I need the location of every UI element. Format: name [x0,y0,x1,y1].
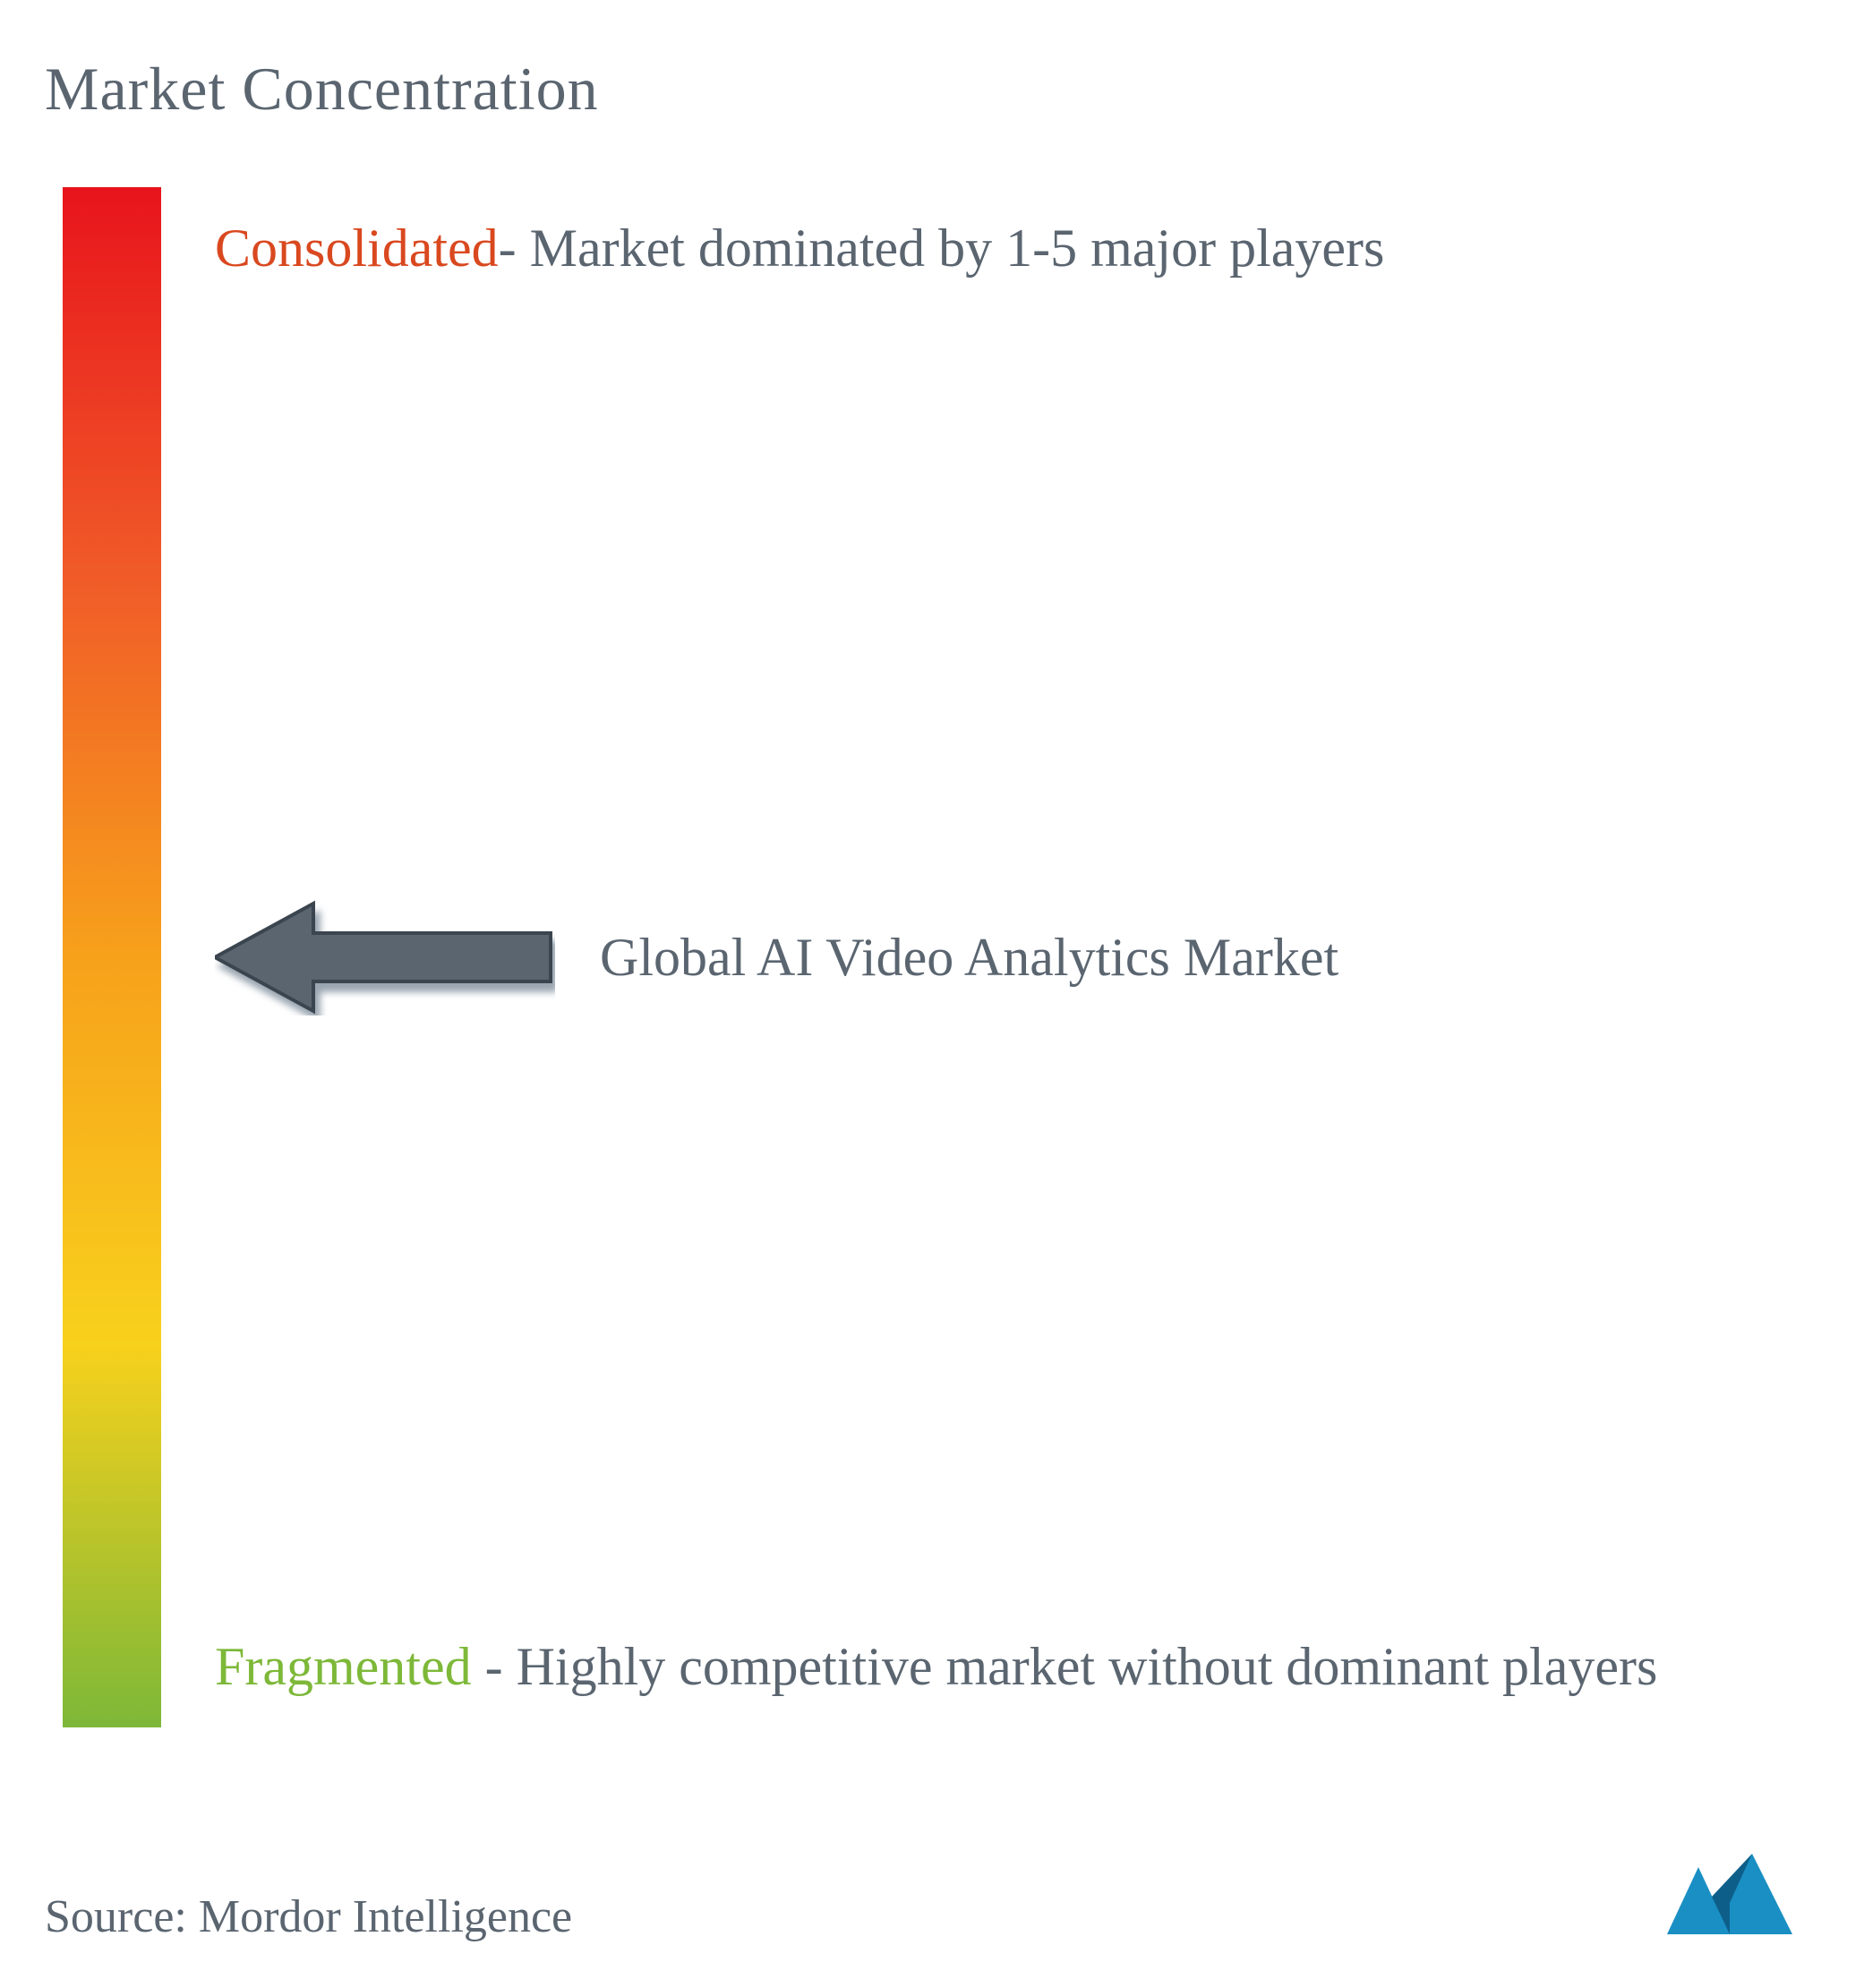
arrow-left-icon [215,899,555,1015]
source-attribution: Source: Mordor Intelligence [45,1890,572,1943]
content-area: Consolidated- Market dominated by 1-5 ma… [45,187,1819,1727]
consolidated-description: - Market dominated by 1-5 major players [499,219,1385,278]
market-pointer-section: Global AI Video Analytics Market [215,899,1338,1015]
page-title: Market Concentration [45,54,1819,124]
fragmented-description: - Highly competitive market without domi… [472,1637,1658,1696]
infographic-container: Market Concentration Consolidated- Ma [0,0,1864,1988]
concentration-gradient-bar [63,187,161,1727]
fragmented-label: Fragmented [215,1637,472,1696]
footer: Source: Mordor Intelligence [45,1845,1819,1943]
brand-logo-icon [1658,1845,1819,1943]
text-column: Consolidated- Market dominated by 1-5 ma… [215,187,1819,1727]
consolidated-section: Consolidated- Market dominated by 1-5 ma… [215,205,1783,291]
consolidated-label: Consolidated [215,219,499,278]
fragmented-section: Fragmented - Highly competitive market w… [215,1624,1783,1710]
market-name-label: Global AI Video Analytics Market [600,927,1338,989]
